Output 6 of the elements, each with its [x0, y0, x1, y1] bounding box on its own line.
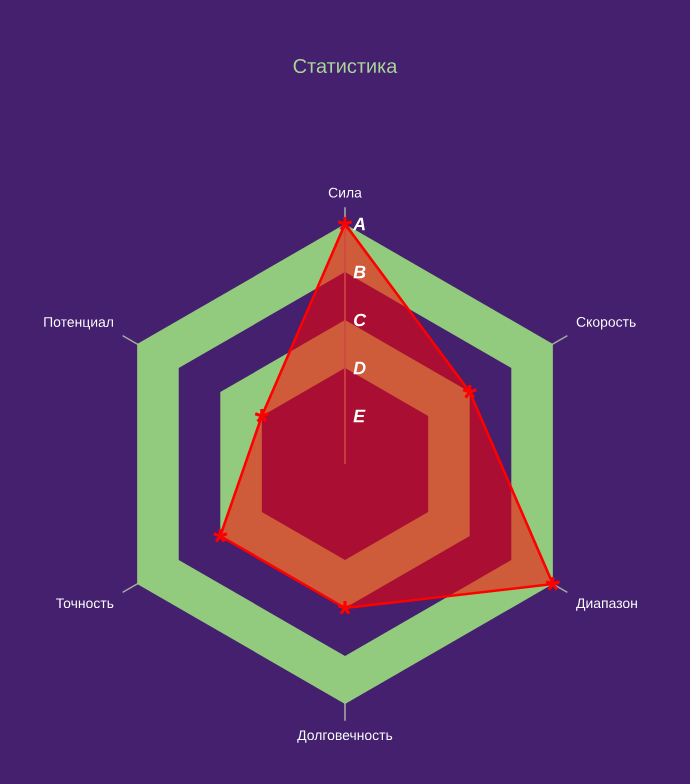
y-tick-label: D: [353, 361, 366, 375]
y-tick-label: B: [353, 265, 366, 279]
y-tick-label: C: [354, 313, 367, 327]
y-tick-label: E: [353, 409, 366, 423]
y-tick-label: A: [352, 217, 365, 231]
chart-title: Статистика: [293, 58, 398, 74]
